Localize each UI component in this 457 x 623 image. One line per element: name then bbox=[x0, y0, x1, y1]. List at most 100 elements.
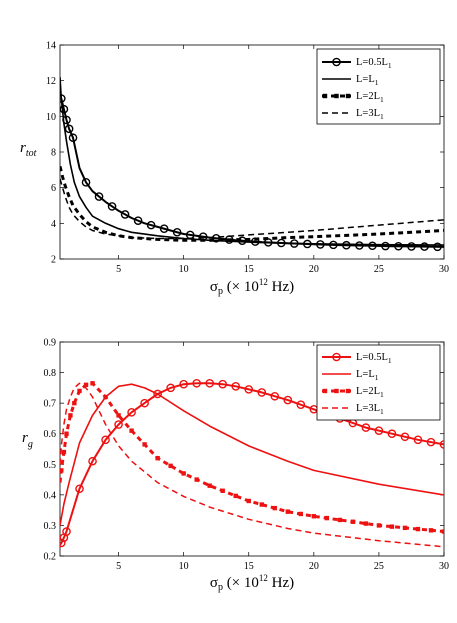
legend-label: L=3L1 bbox=[356, 108, 384, 121]
legend-entry: L=L1 bbox=[322, 74, 379, 87]
series-marker bbox=[433, 242, 442, 252]
series-marker bbox=[90, 381, 95, 386]
chart-rg: 5 10 15 20 25 30 0.2 0.3 0.4 0.5 0.6 0.7 0.8 0.9 σp (… bbox=[22, 338, 449, 594]
legend-entry: L=2L1 bbox=[322, 91, 384, 104]
legend: L=0.5L1 L=L1 L=2L1 L=3L1 bbox=[316, 344, 441, 421]
x-tick-label: 20 bbox=[309, 561, 319, 572]
y-tick-label: 0.2 bbox=[44, 552, 57, 563]
series-marker bbox=[259, 502, 264, 507]
legend-label: L=2L1 bbox=[356, 91, 384, 104]
series-marker bbox=[94, 192, 104, 201]
legend-label: L=2L1 bbox=[356, 386, 384, 399]
x-tick-label: 10 bbox=[179, 264, 189, 275]
series-marker bbox=[413, 435, 423, 445]
x-tick-label: 5 bbox=[116, 264, 121, 275]
series-marker bbox=[129, 428, 134, 433]
series-marker bbox=[298, 511, 304, 517]
tick-labels: 5 10 15 20 25 30 2 4 6 8 10 12 14 bbox=[46, 41, 449, 276]
legend-entry: L=0.5L1 bbox=[322, 57, 392, 70]
series-marker bbox=[60, 104, 69, 114]
series-marker bbox=[337, 517, 343, 523]
series-marker bbox=[133, 216, 143, 225]
y-axis-label: rtot bbox=[20, 140, 37, 159]
y-tick-label: 0.4 bbox=[44, 490, 57, 501]
series-marker bbox=[140, 398, 149, 408]
series-marker bbox=[101, 435, 110, 445]
series-marker bbox=[103, 394, 108, 400]
series-marker bbox=[218, 379, 228, 389]
legend-label: L=0.5L1 bbox=[356, 57, 392, 70]
series-marker bbox=[114, 420, 123, 429]
series-marker bbox=[439, 440, 444, 449]
series-marker bbox=[181, 471, 186, 476]
series-line-1 bbox=[60, 77, 444, 246]
series-marker bbox=[426, 437, 436, 447]
legend-entry: L=L1 bbox=[322, 369, 379, 382]
series-line-0 bbox=[60, 98, 444, 248]
series-marker bbox=[244, 385, 254, 394]
series-line-2 bbox=[60, 165, 444, 242]
series-marker bbox=[270, 391, 280, 401]
x-tick-label: 15 bbox=[244, 561, 254, 572]
legend-entry: L=3L1 bbox=[322, 403, 384, 416]
x-tick-label: 5 bbox=[116, 561, 121, 572]
series-marker bbox=[211, 233, 221, 243]
series-marker bbox=[68, 133, 78, 143]
series-marker bbox=[394, 241, 403, 251]
y-tick-label: 0.9 bbox=[44, 338, 57, 349]
series-line-3 bbox=[60, 178, 444, 240]
series-marker bbox=[155, 455, 160, 461]
series-marker bbox=[342, 240, 351, 250]
y-tick-label: 0.8 bbox=[44, 368, 57, 379]
series-marker bbox=[207, 483, 212, 488]
legend-entry: L=0.5L1 bbox=[322, 352, 392, 365]
x-axis-label: σp (× 1012 Hz) bbox=[210, 573, 294, 593]
x-axis-label: σp (× 1012 Hz) bbox=[210, 277, 294, 297]
series-marker bbox=[64, 124, 74, 134]
series-line-2 bbox=[60, 381, 444, 533]
y-tick-label: 2 bbox=[51, 255, 56, 266]
y-tick-label: 0.3 bbox=[44, 521, 57, 532]
legend-marker bbox=[345, 388, 351, 394]
x-tick-label: 30 bbox=[439, 264, 449, 275]
series-marker bbox=[88, 456, 97, 466]
series-marker bbox=[168, 463, 173, 469]
series-marker bbox=[272, 505, 277, 511]
legend-marker bbox=[322, 388, 328, 394]
legend-label: L=0.5L1 bbox=[356, 352, 392, 365]
series-marker bbox=[220, 488, 225, 493]
series-marker bbox=[68, 413, 73, 418]
series-marker bbox=[415, 526, 421, 532]
legend-label: L=L1 bbox=[356, 74, 379, 87]
series-marker bbox=[194, 477, 199, 482]
series-line-1 bbox=[60, 383, 444, 526]
series-marker bbox=[233, 493, 238, 499]
series-marker bbox=[381, 241, 390, 251]
series-marker bbox=[62, 527, 71, 536]
series-marker bbox=[127, 408, 136, 417]
series-marker bbox=[389, 524, 395, 529]
series-marker bbox=[159, 224, 169, 233]
series-marker bbox=[296, 400, 306, 409]
series-marker bbox=[324, 515, 330, 521]
series-lines bbox=[60, 378, 444, 548]
series-marker bbox=[402, 525, 408, 531]
tick-labels: 5 10 15 20 25 30 0.2 0.3 0.4 0.5 0.6 0.7 0.8 0.9 bbox=[44, 338, 450, 573]
series-marker bbox=[285, 509, 290, 514]
series-marker bbox=[64, 431, 69, 436]
legend-marker bbox=[334, 93, 339, 99]
x-tick-label: 30 bbox=[439, 561, 449, 572]
series-marker bbox=[407, 242, 416, 251]
legend-marker bbox=[345, 93, 351, 99]
series-marker bbox=[376, 523, 382, 528]
y-tick-label: 14 bbox=[46, 41, 56, 52]
series-marker bbox=[205, 378, 214, 388]
series-marker bbox=[120, 210, 130, 219]
series-marker bbox=[72, 400, 77, 406]
series-marker bbox=[60, 468, 64, 473]
y-tick-label: 8 bbox=[51, 148, 56, 159]
series-marker bbox=[374, 426, 384, 435]
y-tick-label: 6 bbox=[51, 183, 56, 194]
series-marker bbox=[400, 432, 410, 442]
x-tick-label: 25 bbox=[374, 264, 384, 275]
